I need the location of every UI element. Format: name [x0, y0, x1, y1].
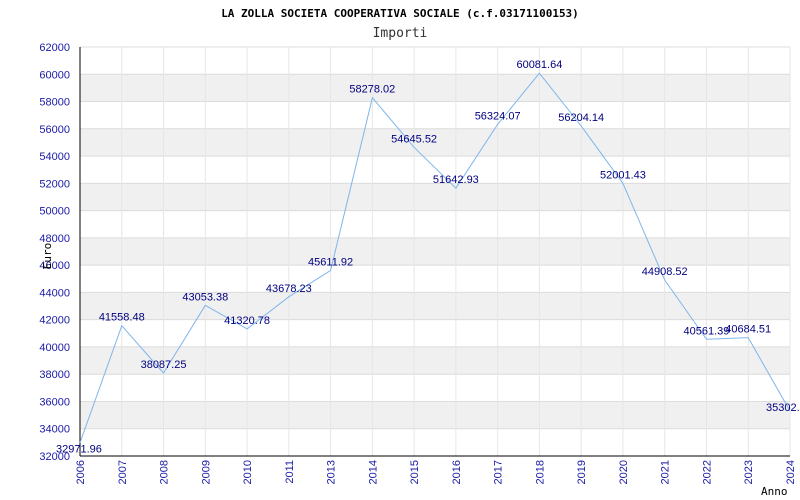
y-tick-label: 62000: [39, 42, 70, 54]
grid-band: [80, 292, 790, 320]
chart-title: LA ZOLLA SOCIETA COOPERATIVA SOCIALE (c.…: [221, 7, 579, 20]
x-tick-label: 2022: [701, 460, 713, 484]
x-tick-label: 2019: [576, 460, 588, 484]
data-label: 45611.92: [308, 256, 353, 268]
x-tick-label: 2006: [75, 460, 87, 484]
data-label: 43053.38: [182, 291, 228, 303]
data-label: 32971.96: [56, 444, 102, 456]
series-line: [79, 72, 791, 443]
data-label: 60081.64: [516, 59, 562, 71]
y-axis-label: Euro: [41, 243, 54, 270]
data-label: 56324.07: [475, 110, 521, 122]
x-tick-label: 2008: [159, 460, 171, 484]
grid-bands: [80, 74, 790, 429]
y-tick-label: 38000: [39, 369, 70, 381]
y-axis-ticks: 32000 34000 36000 38000 40000 42000 44000 46000…: [39, 42, 70, 463]
x-tick-label: 2018: [534, 460, 546, 484]
data-label: 35302.: [766, 402, 800, 414]
y-tick-label: 60000: [39, 69, 70, 81]
y-tick-label: 42000: [39, 315, 70, 327]
x-tick-label: 2015: [409, 460, 421, 484]
chart-subtitle: Importi: [373, 26, 428, 41]
x-tick-label: 2013: [326, 460, 338, 484]
x-tick-label: 2024: [785, 460, 797, 484]
grid-band: [80, 401, 790, 429]
data-label: 56204.14: [558, 112, 604, 124]
y-tick-label: 54000: [39, 151, 70, 163]
y-tick-label: 48000: [39, 233, 70, 245]
x-tick-label: 2021: [660, 460, 672, 484]
data-label: 40684.51: [725, 324, 771, 336]
x-tick-label: 2017: [493, 460, 505, 484]
grid-band: [80, 183, 790, 211]
data-label: 44908.52: [642, 266, 688, 278]
x-tick-label: 2023: [743, 460, 755, 484]
grid-band: [80, 237, 790, 266]
y-tick-label: 44000: [39, 287, 70, 299]
data-label: 40561.39: [684, 325, 730, 337]
data-label: 43678.23: [266, 283, 312, 295]
y-tick-label: 56000: [39, 124, 70, 136]
data-label: 41558.48: [99, 312, 145, 324]
y-tick-label: 58000: [39, 97, 70, 109]
y-tick-label: 32000: [39, 451, 70, 463]
grid-band: [80, 74, 790, 102]
grid-band: [80, 128, 790, 157]
x-tick-label: 2020: [618, 460, 630, 484]
x-axis-ticks: 2006 2007 2008 2009 2010 2011 2013 2014 2015 2016…: [75, 460, 797, 484]
x-tick-label: 2010: [242, 460, 254, 484]
data-labels: 32971.96 41558.48 38087.25 43053.38 41320.78…: [56, 59, 800, 456]
x-tick-label: 2016: [451, 460, 463, 484]
y-tick-label: 40000: [39, 342, 70, 354]
x-tick-label: 2007: [117, 460, 129, 484]
data-label: 38087.25: [141, 359, 187, 371]
y-tick-label: 36000: [39, 396, 70, 408]
y-tick-label: 50000: [39, 206, 70, 218]
x-axis-label: Anno: [761, 485, 788, 498]
data-label: 52001.43: [600, 169, 646, 181]
x-tick-label: 2009: [200, 460, 212, 484]
data-label: 54645.52: [391, 133, 437, 145]
x-tick-label: 2011: [284, 460, 296, 484]
y-tick-label: 46000: [39, 260, 70, 272]
y-tick-label: 34000: [39, 424, 70, 436]
data-label: 58278.02: [349, 84, 395, 96]
y-tick-label: 52000: [39, 178, 70, 190]
data-label: 51642.93: [433, 174, 479, 186]
x-tick-label: 2014: [367, 460, 379, 484]
grid-band: [80, 346, 790, 375]
axes: [79, 47, 790, 457]
data-label: 41320.78: [224, 315, 270, 327]
